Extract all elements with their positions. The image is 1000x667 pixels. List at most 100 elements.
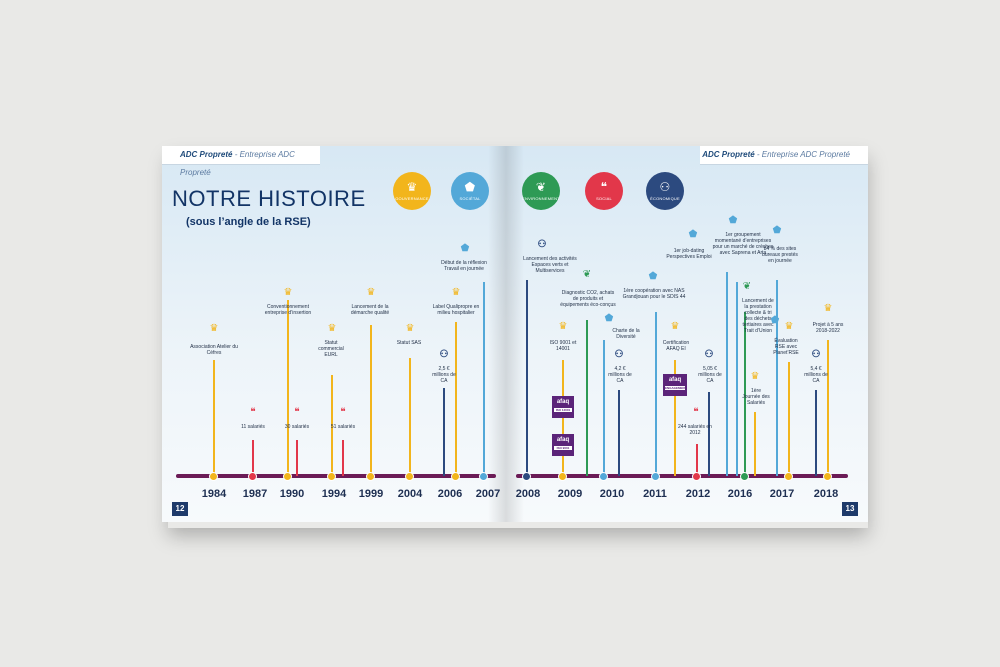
- stem-2009b: [562, 360, 564, 476]
- event-label: Label Qualipropre en milieu hospitalier: [432, 304, 480, 316]
- crown-icon: ♛: [670, 321, 680, 332]
- category-label: SOCIAL: [596, 196, 612, 201]
- event-label: 1ère coopération avec NAS Grandjouan pou…: [622, 288, 686, 300]
- crown-icon: ♛: [283, 287, 293, 298]
- leaf-icon: ❦: [742, 281, 752, 292]
- stem-2009a: [586, 320, 588, 476]
- page-subtitle: (sous l’angle de la RSE): [186, 216, 311, 228]
- stem-2016b: [744, 312, 746, 476]
- crown-icon: ♛: [406, 180, 418, 194]
- right-header: ADC Propreté - Entreprise ADC Propreté: [700, 146, 868, 165]
- stem-2016a: [736, 282, 738, 476]
- year-label: 1984: [201, 488, 227, 500]
- event-label: 1er groupement momentané d’entreprises p…: [712, 232, 774, 256]
- dot-2009: [558, 472, 567, 481]
- category-gouvernance: ♛ GOUVERNANCE: [393, 172, 431, 210]
- dot-1990: [283, 472, 292, 481]
- pin-icon: ⬟: [460, 243, 470, 254]
- stem-2018a: [827, 340, 829, 476]
- crown-icon: ♛: [558, 321, 568, 332]
- year-label: 1994: [321, 488, 347, 500]
- year-label: 2008: [515, 488, 541, 500]
- event-label: Évaluation RSE avec Planet’RSE: [773, 338, 799, 356]
- right-page: ADC Propreté - Entreprise ADC Propreté 1…: [506, 146, 868, 522]
- left-header-sub: - Entreprise ADC Propreté: [180, 150, 295, 177]
- event-label: 1ère Journée des Salariés: [742, 388, 770, 406]
- dot-2008: [522, 472, 531, 481]
- pin-icon: ⬟: [728, 215, 738, 226]
- year-label: 2012: [685, 488, 711, 500]
- stem-1994b: [342, 440, 344, 476]
- event-label: Diagnostic CO2, achats de produits et éq…: [560, 290, 616, 308]
- event-label: Charte de la Diversité: [612, 328, 640, 340]
- people-icon: ⚇: [439, 349, 449, 360]
- right-header-sub: - Entreprise ADC Propreté: [756, 150, 850, 159]
- chat-icon: ❝: [294, 407, 300, 418]
- crown-icon: ♛: [366, 287, 376, 298]
- stem-2010a: [603, 340, 605, 476]
- stem-2006a: [443, 388, 445, 476]
- stem-2007: [483, 282, 485, 476]
- category-label: ENVIRONNEMENT: [522, 196, 560, 201]
- event-label: 244 salariés en 2012: [678, 424, 712, 436]
- dot-2010: [599, 472, 608, 481]
- year-label: 2004: [397, 488, 423, 500]
- event-label: Certification AFAQ EI: [662, 340, 690, 352]
- event-label: Conventionnement entreprise d’insertion: [264, 304, 312, 316]
- stem-1990a: [287, 300, 289, 476]
- afaq-ei-badge: afaq ENGAGEMENT: [663, 374, 687, 396]
- chat-icon: ❝: [600, 180, 608, 194]
- category-environnement: ❦ ENVIRONNEMENT: [522, 172, 560, 210]
- year-label: 1990: [279, 488, 305, 500]
- pin-icon: ⬟: [604, 313, 614, 324]
- dot-1994: [327, 472, 336, 481]
- category-label: SOCIÉTAL: [459, 196, 481, 201]
- dot-1984: [209, 472, 218, 481]
- event-label: Association Atelier du Cèfres: [190, 344, 238, 356]
- crown-icon: ♛: [784, 321, 794, 332]
- stem-1984: [213, 360, 215, 476]
- event-label: 5,05 € millions de CA: [698, 366, 722, 384]
- year-label: 2009: [557, 488, 583, 500]
- timeline-axis-right: [516, 474, 848, 478]
- gutter: [488, 146, 524, 522]
- stem-2016c: [754, 412, 756, 476]
- dot-2004: [405, 472, 414, 481]
- left-header: ADC Propreté - Entreprise ADC Propreté: [162, 146, 320, 177]
- crown-icon: ♛: [451, 287, 461, 298]
- chat-icon: ❝: [693, 407, 699, 418]
- crown-icon: ♛: [405, 323, 415, 334]
- afaq-iso9001-badge: afaq ISO 9001: [552, 434, 574, 456]
- afaq-iso14001-badge: afaq ISO 14001: [552, 396, 574, 418]
- category-label: GOUVERNANCE: [395, 196, 429, 201]
- right-page-number: 13: [842, 502, 858, 516]
- afaq-logo: afaq: [556, 399, 570, 405]
- category-societal: ⬟ SOCIÉTAL: [451, 172, 489, 210]
- pin-icon: ⬟: [648, 271, 658, 282]
- crown-icon: ♛: [750, 371, 760, 382]
- dot-2006: [451, 472, 460, 481]
- chat-icon: ❝: [250, 407, 256, 418]
- ei-label: ENGAGEMENT: [665, 386, 687, 390]
- event-label: ISO 9001 et 14001: [549, 340, 577, 352]
- year-label: 2017: [769, 488, 795, 500]
- year-label: 2018: [813, 488, 839, 500]
- right-header-brand: ADC Propreté: [702, 150, 755, 159]
- afaq-logo: afaq: [556, 437, 570, 443]
- event-label: 5,4 € millions de CA: [804, 366, 828, 384]
- dot-2011: [651, 472, 660, 481]
- stem-2012b: [696, 444, 698, 476]
- stem-1999: [370, 325, 372, 476]
- category-economique: ⚇ ÉCONOMIQUE: [646, 172, 684, 210]
- stem-2012d: [708, 392, 710, 476]
- category-label: ÉCONOMIQUE: [650, 196, 680, 201]
- leaf-icon: ❦: [535, 180, 547, 194]
- stem-1994a: [331, 375, 333, 476]
- event-label: Statut commercial EURL: [318, 340, 344, 358]
- people-icon: ⚇: [659, 180, 671, 194]
- stem-2010b: [618, 390, 620, 476]
- crown-icon: ♛: [823, 303, 833, 314]
- pin-icon: ⬟: [770, 315, 780, 326]
- year-label: 2006: [437, 488, 463, 500]
- left-header-brand: ADC Propreté: [180, 150, 233, 159]
